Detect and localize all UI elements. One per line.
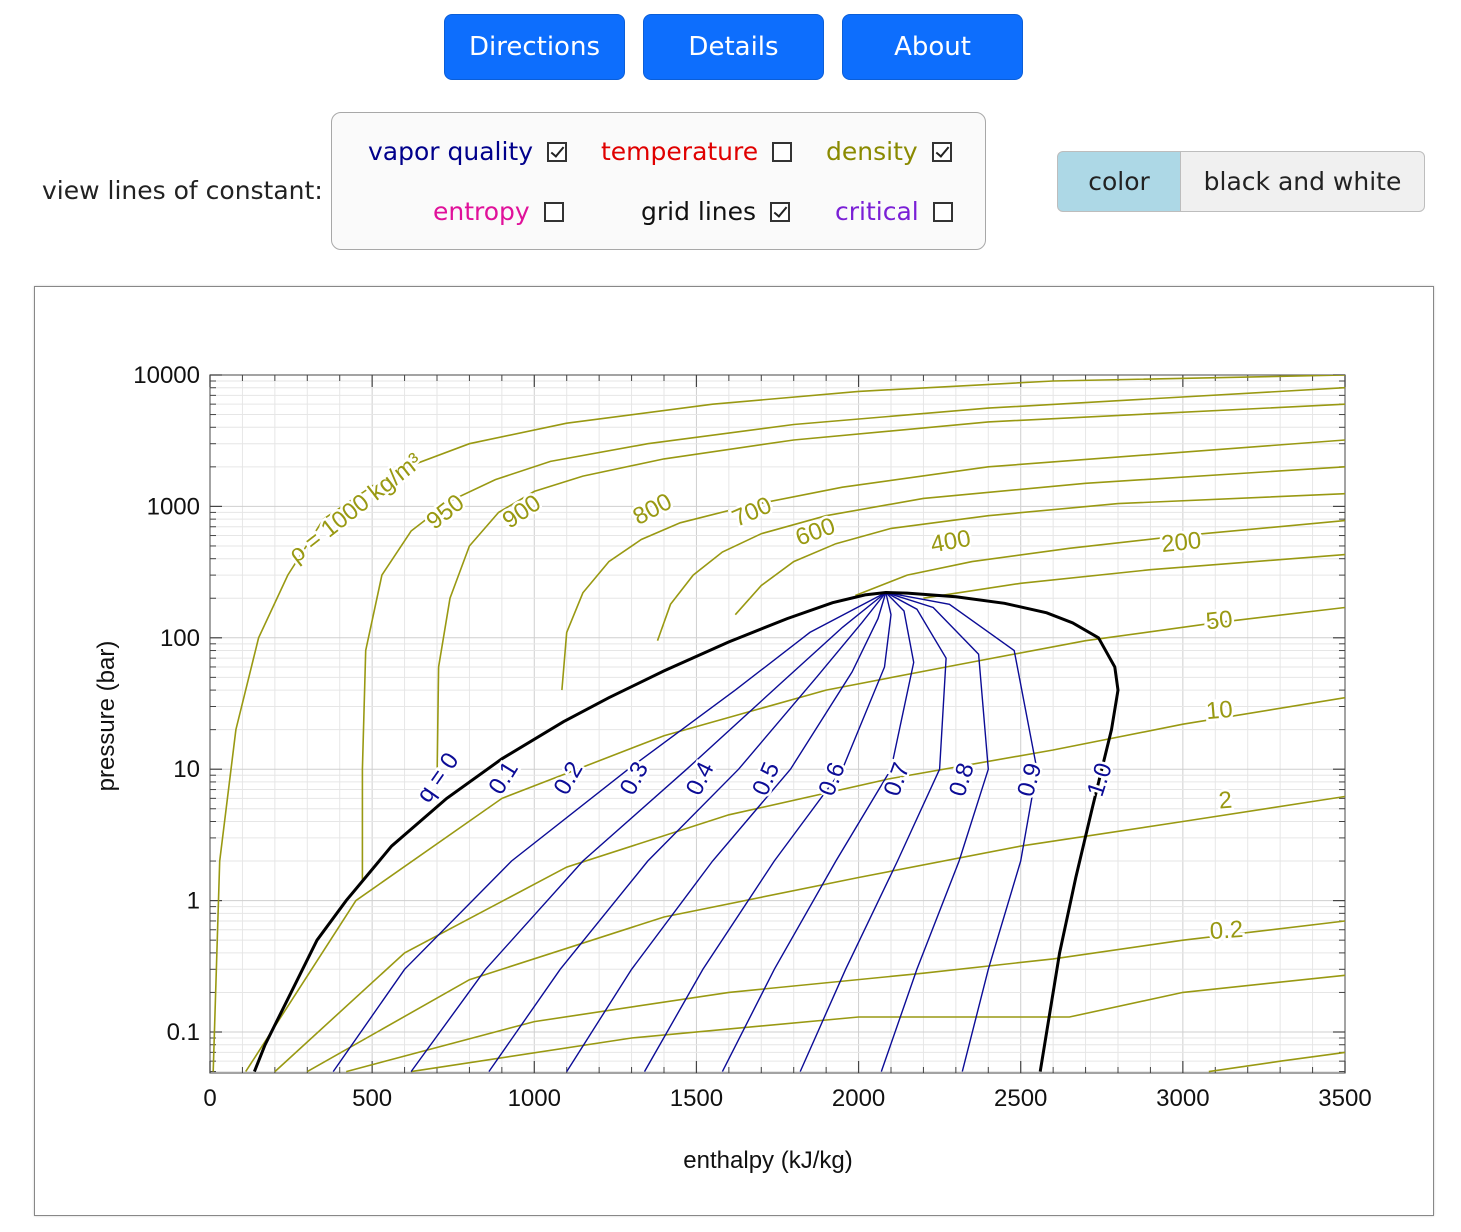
axes: 0 500 1000 1500 2000 2500 3000 35000.1110100100… xyxy=(133,362,1371,1112)
x-tick-label: 500 xyxy=(352,1085,392,1112)
quality-line xyxy=(488,592,887,1073)
x-tick-label: 1500 xyxy=(670,1085,723,1112)
grid-lines-checkbox[interactable] xyxy=(770,201,791,222)
quality-label: 0.2 xyxy=(548,757,588,799)
option-label: grid lines xyxy=(641,197,757,226)
quality-line xyxy=(566,592,887,1072)
quality-line xyxy=(332,591,887,1073)
temperature-checkbox[interactable] xyxy=(772,141,793,162)
quality-line xyxy=(410,591,887,1073)
x-tick-label: 1000 xyxy=(508,1085,561,1112)
density-line xyxy=(245,606,1345,1073)
option-temperature[interactable]: temperature xyxy=(601,137,793,166)
line-options-panel: vapor quality temperature density entrop… xyxy=(331,112,986,250)
directions-button[interactable]: Directions xyxy=(444,14,625,80)
option-label: vapor quality xyxy=(368,137,534,166)
option-density[interactable]: density xyxy=(826,137,952,166)
y-tick-label: 1000 xyxy=(147,493,200,520)
details-button[interactable]: Details xyxy=(643,14,824,80)
view-lines-label: view lines of constant: xyxy=(42,176,323,205)
option-critical[interactable]: critical xyxy=(835,197,953,226)
black-and-white-mode-button[interactable]: black and white xyxy=(1180,151,1425,212)
x-axis-label: enthalpy (kJ/kg) xyxy=(683,1147,852,1174)
quality-label: 0.8 xyxy=(944,760,980,800)
y-tick-label: 100 xyxy=(160,625,200,652)
density-label: 0.2 xyxy=(1209,916,1244,945)
density-label: 400 xyxy=(929,525,973,559)
density-label: 200 xyxy=(1160,527,1203,558)
y-tick-label: 10 xyxy=(173,756,200,783)
density-label: 50 xyxy=(1205,606,1234,636)
density-label: 900 xyxy=(498,489,546,534)
density-label: 800 xyxy=(628,488,676,531)
y-axis-label: pressure (bar) xyxy=(93,641,120,792)
color-mode-button[interactable]: color xyxy=(1057,151,1181,212)
density-label: ρ = 1000 kg/m³ xyxy=(284,448,428,568)
quality-label: 0.6 xyxy=(813,759,851,800)
option-label: entropy xyxy=(433,197,530,226)
entropy-checkbox[interactable] xyxy=(543,201,564,222)
density-line xyxy=(656,466,1345,641)
quality-label: 1.0 xyxy=(1082,760,1118,800)
density-line xyxy=(361,386,1345,882)
option-label: density xyxy=(826,137,918,166)
density-line xyxy=(923,553,1345,599)
density-line xyxy=(274,696,1345,1073)
density-line xyxy=(855,519,1345,597)
pressure-enthalpy-chart: 0 500 1000 1500 2000 2500 3000 35000.1110100100… xyxy=(93,362,1372,1174)
x-tick-label: 2500 xyxy=(994,1085,1047,1112)
quality-label: 0.3 xyxy=(615,757,655,799)
plot-area-border xyxy=(209,374,1346,1074)
x-tick-label: 2000 xyxy=(832,1085,885,1112)
density-line xyxy=(212,375,1345,1072)
option-grid-lines[interactable]: grid lines xyxy=(641,197,791,226)
y-tick-label: 10000 xyxy=(133,362,200,389)
quality-line xyxy=(880,591,990,1072)
density-line xyxy=(1208,1051,1345,1073)
line-labels: q = 0 0.1 0.2 0.3 0.4 0.5 0.6 0.7 0.8 0.9 1.0ρ = 1… xyxy=(281,445,1246,947)
x-tick-label: 3500 xyxy=(1318,1085,1371,1112)
density-label: 10 xyxy=(1205,696,1234,725)
quality-line xyxy=(885,591,1038,1072)
option-label: temperature xyxy=(601,137,759,166)
saturation-dome xyxy=(253,590,1120,1073)
density-line xyxy=(561,439,1345,691)
quality-line xyxy=(799,591,947,1072)
quality-line xyxy=(721,592,915,1072)
density-line xyxy=(410,974,1345,1073)
density-line xyxy=(734,492,1345,616)
vapor-quality-checkbox[interactable] xyxy=(547,141,568,162)
density-label: 2 xyxy=(1218,786,1234,814)
plot-lines xyxy=(212,375,1345,1073)
quality-label: 0.5 xyxy=(747,758,785,799)
critical-checkbox[interactable] xyxy=(932,201,953,222)
option-vapor-quality[interactable]: vapor quality xyxy=(368,137,568,166)
density-checkbox[interactable] xyxy=(931,141,952,162)
density-line xyxy=(306,795,1345,1073)
option-label: critical xyxy=(835,197,919,226)
quality-label: 0.7 xyxy=(879,759,916,800)
x-tick-label: 0 xyxy=(203,1085,216,1112)
density-line xyxy=(345,920,1345,1073)
density-line xyxy=(436,403,1345,782)
x-tick-label: 3000 xyxy=(1156,1085,1209,1112)
quality-line xyxy=(643,592,892,1072)
quality-label: 0.9 xyxy=(1012,760,1047,800)
option-entropy[interactable]: entropy xyxy=(433,197,564,226)
y-tick-label: 1 xyxy=(187,888,200,915)
about-button[interactable]: About xyxy=(842,14,1023,80)
y-tick-label: 0.1 xyxy=(167,1019,200,1046)
